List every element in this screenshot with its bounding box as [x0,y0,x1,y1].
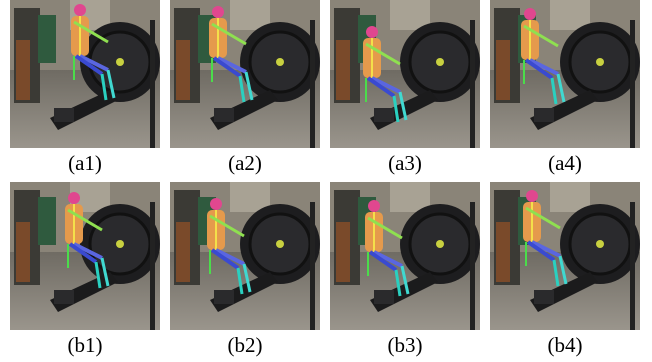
panel-a3 [330,0,480,148]
panel-caption: (b2) [228,333,263,357]
panel-b1 [10,182,160,330]
panel-b3 [330,182,480,330]
photo [330,0,480,148]
panel-caption: (b4) [548,333,583,357]
panel-a4 [490,0,640,148]
panel-caption: (a2) [228,151,262,175]
panel-caption: (a3) [388,151,422,175]
panel-a2 [170,0,320,148]
photo [330,182,480,330]
panel-caption: (a4) [548,151,582,175]
panel-b2 [170,182,320,330]
photo [490,182,640,330]
figure: (a1) (a2) (a3) (a4) (b1) (b2) (b3) (b4) [0,0,652,362]
panel-caption: (b3) [388,333,423,357]
page: (a1) (a2) (a3) (a4) (b1) (b2) (b3) (b4) … [0,0,652,362]
panel-b4 [490,182,640,330]
photo [490,0,640,148]
panel-caption: (a1) [68,151,102,175]
photo [170,182,320,330]
panel-caption: (b1) [68,333,103,357]
panel-a1 [10,0,160,148]
